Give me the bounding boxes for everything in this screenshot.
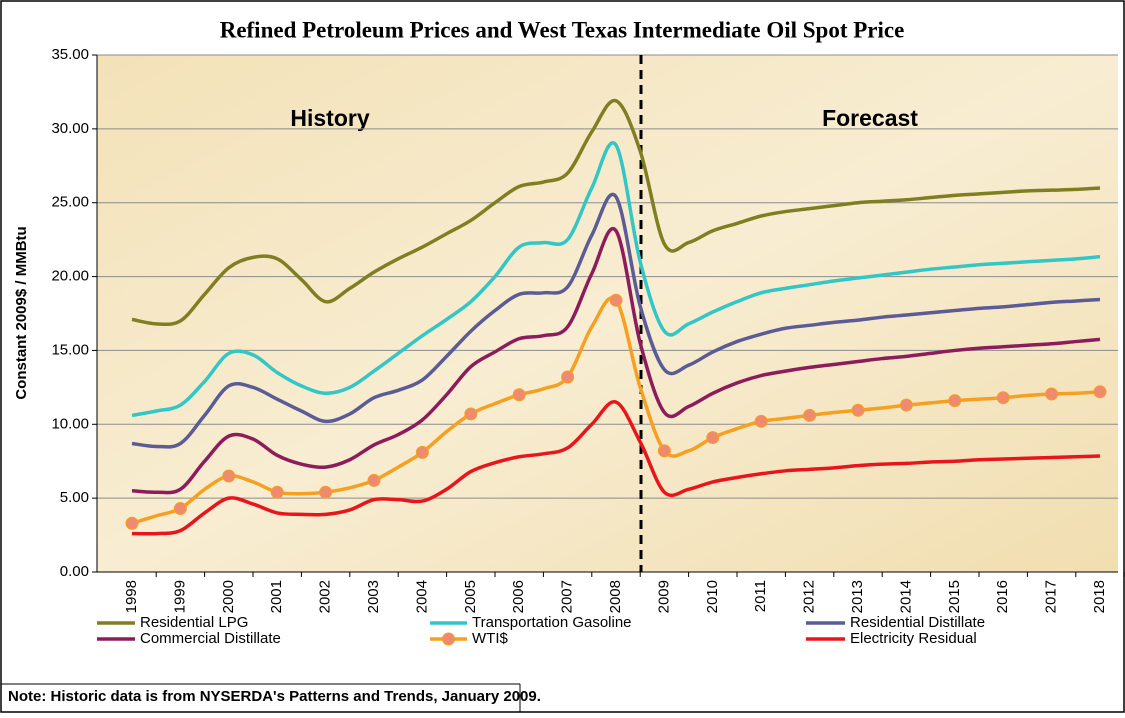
x-tick-label: 2012 bbox=[801, 580, 818, 613]
series-marker bbox=[899, 398, 913, 412]
x-tick-label: 2011 bbox=[752, 580, 769, 612]
series-marker bbox=[706, 431, 720, 445]
x-tick-label: 2016 bbox=[994, 580, 1011, 613]
y-tick-label: 10.00 bbox=[51, 415, 89, 432]
series-line bbox=[131, 400, 1101, 536]
y-tick-label: 25.00 bbox=[51, 194, 89, 211]
series-marker bbox=[125, 516, 139, 530]
annotation: History bbox=[290, 105, 369, 131]
y-tick-label: 5.00 bbox=[60, 489, 89, 506]
series-marker bbox=[996, 391, 1010, 405]
x-tick-label: 1998 bbox=[123, 580, 140, 613]
x-tick-label: 1999 bbox=[171, 580, 188, 613]
legend-label: Electricity Residual bbox=[850, 630, 977, 647]
series-marker bbox=[609, 293, 623, 307]
x-tick-label: 2001 bbox=[268, 580, 285, 613]
annotation: Forecast bbox=[822, 105, 918, 131]
note: Note: Historic data is from NYSERDA's Pa… bbox=[8, 688, 541, 705]
legend-label: Transportation Gasoline bbox=[472, 614, 632, 631]
series-marker bbox=[657, 444, 671, 458]
series-line bbox=[131, 192, 1101, 449]
series-marker bbox=[415, 445, 429, 459]
y-tick-label: 30.00 bbox=[51, 120, 89, 137]
series-marker bbox=[512, 388, 526, 402]
y-tick-label: 0.00 bbox=[60, 563, 89, 580]
series-line bbox=[131, 98, 1101, 327]
series-marker bbox=[561, 370, 575, 384]
legend-label: WTI$ bbox=[472, 630, 508, 647]
series-marker bbox=[1093, 385, 1107, 399]
series-line bbox=[131, 141, 1101, 418]
x-tick-label: 2018 bbox=[1091, 580, 1108, 613]
series-marker bbox=[803, 408, 817, 422]
x-tick-label: 2013 bbox=[849, 580, 866, 613]
series-marker bbox=[222, 469, 236, 483]
x-tick-label: 2017 bbox=[1043, 580, 1060, 613]
y-axis-label: Constant 2009$ / MMBtu bbox=[13, 226, 30, 399]
x-tick-label: 2004 bbox=[413, 580, 430, 613]
series-marker bbox=[464, 407, 478, 421]
x-tick-label: 2007 bbox=[559, 580, 576, 613]
series-marker bbox=[270, 485, 284, 499]
series-marker bbox=[367, 473, 381, 487]
x-tick-label: 2006 bbox=[510, 580, 527, 613]
x-tick-label: 2003 bbox=[365, 580, 382, 613]
series-marker bbox=[173, 501, 187, 515]
series-marker bbox=[851, 403, 865, 417]
y-tick-label: 20.00 bbox=[51, 268, 89, 285]
series-marker bbox=[948, 394, 962, 408]
chart-title: Refined Petroleum Prices and West Texas … bbox=[220, 17, 905, 42]
x-tick-label: 2002 bbox=[317, 580, 334, 613]
x-tick-label: 2009 bbox=[655, 580, 672, 613]
legend-label: Residential LPG bbox=[140, 614, 248, 631]
legend-marker bbox=[442, 632, 455, 646]
x-tick-label: 2015 bbox=[946, 580, 963, 613]
x-tick-label: 2005 bbox=[462, 580, 479, 613]
x-tick-label: 2000 bbox=[220, 580, 237, 613]
x-tick-label: 2010 bbox=[704, 580, 721, 613]
legend-label: Commercial Distillate bbox=[140, 630, 281, 647]
series-marker bbox=[754, 414, 768, 428]
y-tick-label: 35.00 bbox=[51, 46, 89, 63]
y-tick-label: 15.00 bbox=[51, 341, 89, 358]
legend-label: Residential Distillate bbox=[850, 614, 985, 631]
series-marker bbox=[319, 485, 333, 499]
series-line bbox=[131, 226, 1101, 495]
x-tick-label: 2014 bbox=[897, 580, 914, 613]
plot-area bbox=[97, 55, 1118, 572]
x-tick-label: 2008 bbox=[607, 580, 624, 613]
series-marker bbox=[1045, 387, 1059, 401]
